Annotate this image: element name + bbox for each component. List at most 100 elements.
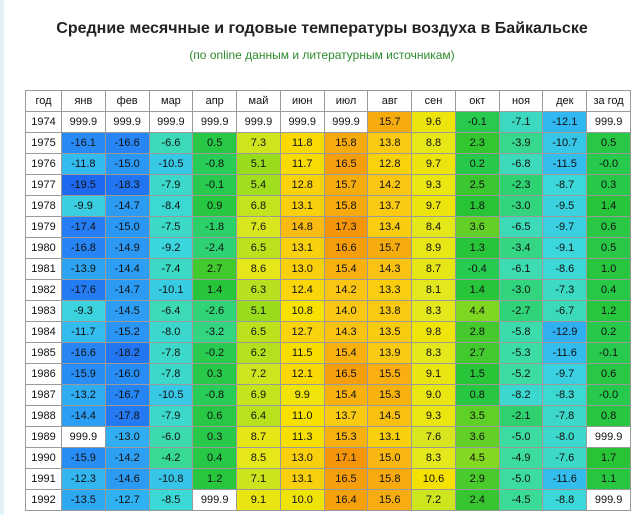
cell: 9.1 bbox=[411, 363, 456, 385]
year-cell: 1978 bbox=[25, 195, 62, 217]
cell: 8.1 bbox=[411, 279, 456, 301]
temperature-table: год янв фев мар апр май июн июл авг сен окт ноя дек з… bbox=[25, 90, 631, 511]
cell: 0.5 bbox=[586, 237, 631, 259]
cell: -7.8 bbox=[148, 363, 194, 385]
cell: -7.1 bbox=[498, 111, 544, 133]
cell: -8.3 bbox=[542, 384, 588, 406]
cell: -0.0 bbox=[586, 153, 631, 175]
cell: 15.3 bbox=[367, 384, 413, 406]
cell: -14.7 bbox=[104, 279, 150, 301]
cell: 999.9 bbox=[192, 111, 238, 133]
cell: 5.1 bbox=[236, 153, 281, 175]
cell: 0.5 bbox=[586, 132, 631, 154]
cell: 4.4 bbox=[454, 300, 500, 322]
cell: 14.2 bbox=[367, 174, 413, 196]
cell: 13.3 bbox=[367, 279, 413, 301]
cell: -18.3 bbox=[104, 174, 150, 196]
cell: -16.6 bbox=[61, 342, 106, 364]
year-cell: 1984 bbox=[25, 321, 62, 343]
cell: -0.1 bbox=[586, 342, 631, 364]
cell: 2.7 bbox=[192, 258, 238, 280]
cell: -14.4 bbox=[61, 405, 106, 427]
row: 1977 -19.5 -18.3 -7.9 -0.1 5.4 12.8 15.7 14.2 9.3… bbox=[25, 174, 631, 196]
cell: -16.6 bbox=[104, 132, 150, 154]
panel: Средние месячные и годовые температуры в… bbox=[4, 0, 640, 515]
cell: 9.3 bbox=[411, 405, 456, 427]
cell: -10.7 bbox=[542, 132, 588, 154]
cell: 15.6 bbox=[367, 489, 413, 511]
cell: 999.9 bbox=[61, 111, 106, 133]
cell: -9.2 bbox=[148, 237, 194, 259]
cell: 6.2 bbox=[236, 342, 281, 364]
cell: 7.3 bbox=[236, 132, 281, 154]
cell: -14.5 bbox=[104, 300, 150, 322]
cell: 15.3 bbox=[323, 426, 369, 448]
row: 1986 -15.9 -16.0 -7.8 0.3 7.2 12.1 16.5 15.5 9.1 1… bbox=[25, 363, 631, 385]
cell: -7.8 bbox=[148, 342, 194, 364]
cell: 9.3 bbox=[411, 174, 456, 196]
cell: 0.8 bbox=[586, 405, 631, 427]
row: 1981 -13.9 -14.4 -7.4 2.7 8.6 13.0 15.4 14.3 8.7-… bbox=[25, 258, 631, 280]
row: 1991 -12.3 -14.6 -10.8 1.2 7.1 13.1 16.5 15.8 10.… bbox=[25, 468, 631, 490]
column-header: апр bbox=[192, 90, 238, 112]
cell: 13.5 bbox=[367, 321, 413, 343]
row: 1976 -11.8 -15.0 -10.5 -0.8 5.1 11.7 16.5 12.8 9.… bbox=[25, 153, 631, 175]
cell: 13.8 bbox=[367, 300, 413, 322]
cell: 1.3 bbox=[454, 237, 500, 259]
year-cell: 1992 bbox=[25, 489, 62, 511]
cell: -14.7 bbox=[104, 195, 150, 217]
cell: 6.5 bbox=[236, 237, 281, 259]
cell: -9.7 bbox=[542, 363, 588, 385]
cell: 15.4 bbox=[323, 342, 369, 364]
cell: 1.2 bbox=[192, 468, 238, 490]
cell: 5.4 bbox=[236, 174, 281, 196]
column-header: мар bbox=[148, 90, 194, 112]
cell: 999.9 bbox=[586, 426, 631, 448]
cell: 1.1 bbox=[586, 468, 631, 490]
cell: 3.6 bbox=[454, 216, 500, 238]
cell: 11.7 bbox=[279, 153, 325, 175]
cell: 7.1 bbox=[236, 468, 281, 490]
cell: -6.1 bbox=[498, 258, 544, 280]
cell: -13.2 bbox=[61, 384, 106, 406]
cell: 999.9 bbox=[148, 111, 194, 133]
column-header: июл bbox=[323, 90, 369, 112]
cell: -15.0 bbox=[104, 216, 150, 238]
cell: -14.2 bbox=[104, 447, 150, 469]
cell: 0.2 bbox=[586, 321, 631, 343]
cell: 13.1 bbox=[279, 468, 325, 490]
cell: -4.5 bbox=[498, 489, 544, 511]
cell: 15.4 bbox=[323, 384, 369, 406]
column-header: май bbox=[236, 90, 281, 112]
cell: -16.1 bbox=[61, 132, 106, 154]
year-cell: 1986 bbox=[25, 363, 62, 385]
column-header: за год bbox=[586, 90, 631, 112]
cell: 999.9 bbox=[279, 111, 325, 133]
cell: 10.8 bbox=[279, 300, 325, 322]
cell: 13.7 bbox=[323, 405, 369, 427]
cell: -6.5 bbox=[498, 216, 544, 238]
cell: -7.4 bbox=[148, 258, 194, 280]
column-header: дек bbox=[542, 90, 588, 112]
cell: 0.6 bbox=[192, 405, 238, 427]
cell: 1.4 bbox=[192, 279, 238, 301]
cell: 9.9 bbox=[279, 384, 325, 406]
cell: 13.1 bbox=[279, 237, 325, 259]
cell: 0.6 bbox=[586, 363, 631, 385]
cell: -12.7 bbox=[104, 489, 150, 511]
year-cell: 1991 bbox=[25, 468, 62, 490]
cell: 15.5 bbox=[367, 363, 413, 385]
cell: 1.8 bbox=[454, 195, 500, 217]
row: 1978 -9.9 -14.7 -8.4 0.9 6.8 13.1 15.8 13.7 9.7 1.… bbox=[25, 195, 631, 217]
cell: 5.1 bbox=[236, 300, 281, 322]
cell: -3.0 bbox=[498, 279, 544, 301]
cell: 14.5 bbox=[367, 405, 413, 427]
cell: -4.9 bbox=[498, 447, 544, 469]
year-cell: 1988 bbox=[25, 405, 62, 427]
cell: 0.2 bbox=[454, 153, 500, 175]
cell: -6.6 bbox=[148, 132, 194, 154]
cell: 16.4 bbox=[323, 489, 369, 511]
cell: -8.7 bbox=[542, 174, 588, 196]
cell: 8.7 bbox=[236, 426, 281, 448]
